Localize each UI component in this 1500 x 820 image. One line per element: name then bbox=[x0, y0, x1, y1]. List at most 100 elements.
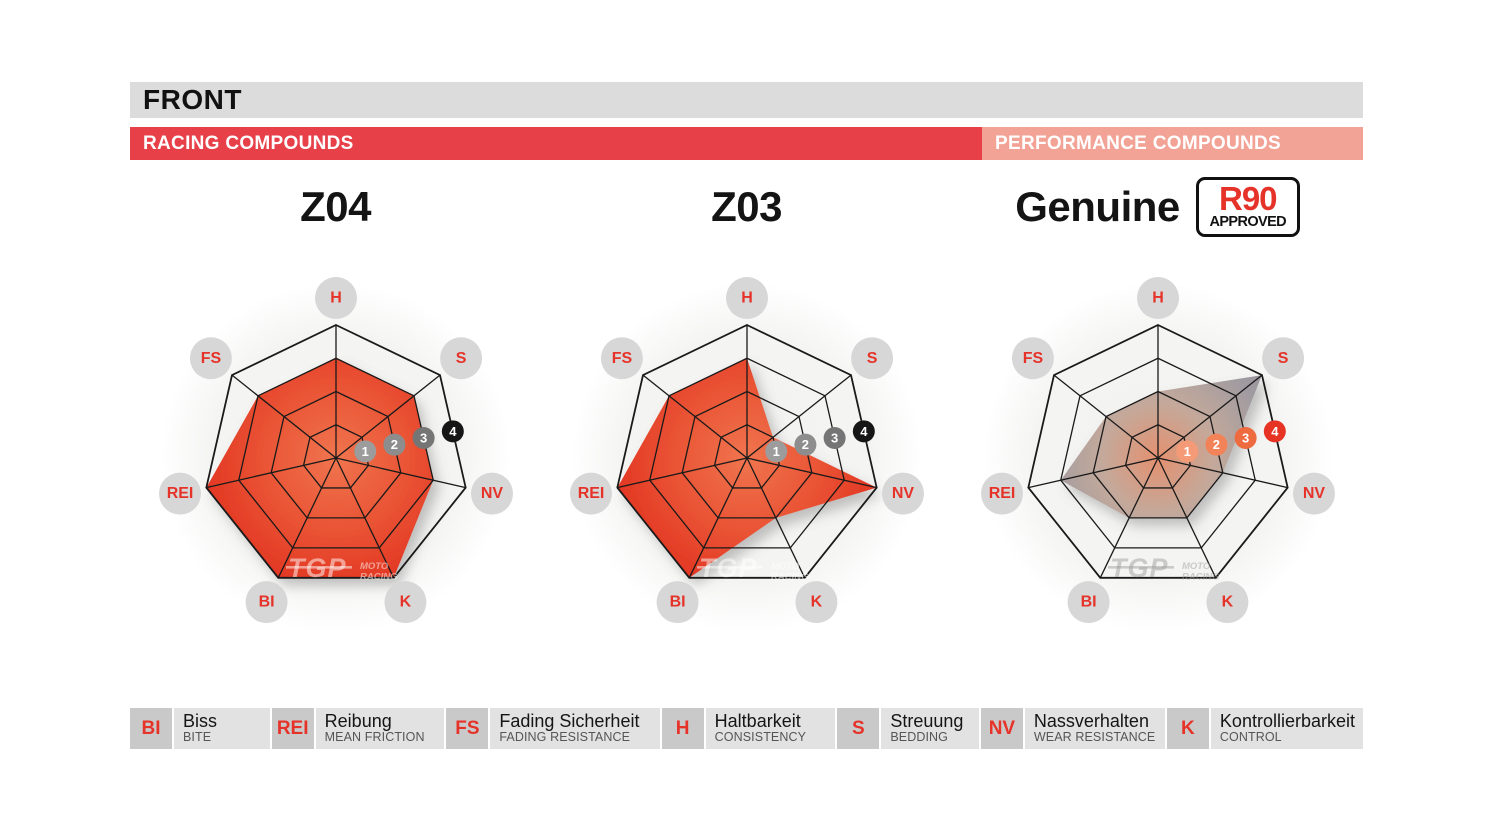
radar-chart-z03: TGP MOTO RACING 1 2 3 4 H S NV K BI REI FS bbox=[541, 272, 952, 632]
scale-badge-3: 3 bbox=[412, 427, 435, 449]
legend-abbr-fs: FS bbox=[446, 708, 489, 749]
axis-label-h: H bbox=[1136, 277, 1179, 319]
radar-spoke-nv bbox=[746, 457, 877, 489]
scale-badge-4: 4 bbox=[852, 420, 875, 443]
scale-badge-2: 2 bbox=[382, 433, 405, 456]
radar-ring-4 bbox=[204, 324, 467, 579]
legend-item-nv: NV Nassverhalten WEAR RESISTANCE bbox=[980, 708, 1165, 749]
svg-text:NV: NV bbox=[480, 485, 503, 502]
svg-text:MOTO: MOTO bbox=[360, 561, 389, 572]
axis-label-s: S bbox=[439, 337, 482, 380]
radar-ring-3 bbox=[237, 357, 434, 549]
svg-text:FS: FS bbox=[1022, 350, 1043, 367]
legend-subterm-h: CONSISTENCY bbox=[714, 730, 807, 745]
svg-text:4: 4 bbox=[1271, 424, 1279, 439]
svg-text:2: 2 bbox=[801, 437, 808, 452]
axis-label-bi: BI bbox=[1067, 581, 1110, 624]
axis-label-nv: NV bbox=[470, 472, 513, 515]
catalog-section: FRONT RACING COMPOUNDS PERFORMANCE COMPO… bbox=[130, 82, 1363, 749]
radar-spoke-fs bbox=[1053, 374, 1158, 459]
axis-label-nv: NV bbox=[881, 472, 924, 515]
svg-text:4: 4 bbox=[860, 424, 868, 439]
axis-label-h: H bbox=[314, 277, 357, 319]
axis-label-bi: BI bbox=[245, 581, 288, 624]
criteria-legend: BI Biss BITE REI Reibung MEAN FRICTION F… bbox=[130, 708, 1363, 749]
radar-ring-2 bbox=[269, 390, 402, 519]
legend-term-s: Streuung bbox=[890, 711, 964, 731]
svg-text:3: 3 bbox=[831, 431, 838, 446]
legend-subterm-k: CONTROL bbox=[1219, 730, 1282, 745]
legend-abbr-nv: NV bbox=[980, 708, 1023, 749]
chart-column-genuine: Genuine R90 APPROVED TGP MOTO RACING 1 2 3 4 H S… bbox=[952, 172, 1363, 632]
radar-spoke-nv bbox=[335, 457, 466, 489]
scale-badge-1: 1 bbox=[353, 440, 376, 463]
svg-text:S: S bbox=[866, 350, 877, 367]
radar-spoke-k bbox=[1156, 457, 1216, 579]
svg-text:REI: REI bbox=[166, 485, 193, 502]
svg-text:1: 1 bbox=[772, 444, 779, 459]
legend-term-fs: Fading Sicherheit bbox=[499, 711, 640, 731]
axis-label-k: K bbox=[1205, 581, 1248, 624]
chart-title-z04: Z04 bbox=[300, 183, 371, 230]
radar-spoke-s bbox=[1157, 374, 1262, 459]
axis-label-rei: REI bbox=[980, 472, 1023, 515]
svg-text:BI: BI bbox=[1080, 594, 1096, 611]
radar-spoke-fs bbox=[642, 374, 747, 459]
svg-text:RACING: RACING bbox=[771, 572, 809, 583]
chart-column-z03: Z03 TGP MOTO RACING 1 2 3 4 H S NV K BI REI FS bbox=[541, 172, 952, 632]
svg-text:K: K bbox=[1221, 594, 1233, 611]
radar-spoke-rei bbox=[205, 457, 336, 489]
svg-text:RACING: RACING bbox=[1182, 572, 1220, 583]
legend-subterm-rei: MEAN FRICTION bbox=[324, 730, 425, 745]
scale-badge-2: 2 bbox=[1204, 433, 1227, 456]
scale-badge-4: 4 bbox=[1263, 420, 1286, 443]
svg-text:S: S bbox=[1277, 350, 1288, 367]
svg-text:RACING: RACING bbox=[360, 572, 398, 583]
axis-label-nv: NV bbox=[1292, 472, 1335, 515]
svg-text:BI: BI bbox=[258, 594, 274, 611]
scale-badge-3: 3 bbox=[1234, 427, 1257, 449]
axis-label-k: K bbox=[794, 581, 837, 624]
svg-text:S: S bbox=[455, 350, 466, 367]
axis-label-h: H bbox=[725, 277, 768, 319]
radar-value-polygon-z03 bbox=[616, 358, 877, 578]
r90-label: R90 bbox=[1218, 180, 1278, 218]
svg-text:H: H bbox=[330, 290, 342, 307]
svg-text:K: K bbox=[399, 594, 411, 611]
chart-column-z04: Z04 TGP MOTO RACING 1 2 3 4 H S NV K BI REI FS bbox=[130, 172, 541, 632]
axis-label-fs: FS bbox=[600, 337, 643, 380]
svg-text:1: 1 bbox=[361, 444, 368, 459]
legend-subterm-bi: BITE bbox=[183, 730, 212, 745]
radar-spoke-bi bbox=[277, 457, 337, 579]
radar-spoke-s bbox=[335, 374, 440, 459]
radar-spoke-rei bbox=[1027, 457, 1158, 489]
axis-label-bi: BI bbox=[656, 581, 699, 624]
radar-spoke-bi bbox=[688, 457, 748, 579]
svg-text:MOTO: MOTO bbox=[1182, 561, 1211, 572]
radar-ring-2 bbox=[1091, 390, 1224, 519]
radar-spoke-s bbox=[746, 374, 851, 459]
compound-group-bars: RACING COMPOUNDS PERFORMANCE COMPOUNDS bbox=[130, 127, 1363, 160]
svg-text:REI: REI bbox=[988, 485, 1015, 502]
legend-abbr-h: H bbox=[661, 708, 704, 749]
svg-text:K: K bbox=[810, 594, 822, 611]
scale-badge-1: 1 bbox=[1175, 440, 1198, 463]
legend-item-fs: FS Fading Sicherheit FADING RESISTANCE bbox=[446, 708, 660, 749]
scale-badge-4: 4 bbox=[441, 420, 464, 443]
axis-label-fs: FS bbox=[1011, 337, 1054, 380]
legend-term-h: Haltbarkeit bbox=[714, 711, 801, 731]
scale-badge-3: 3 bbox=[823, 427, 846, 449]
svg-text:FS: FS bbox=[611, 350, 632, 367]
radar-ring-4 bbox=[1026, 324, 1289, 579]
approved-label: APPROVED bbox=[1209, 213, 1287, 230]
performance-compounds-label: PERFORMANCE COMPOUNDS bbox=[995, 132, 1282, 154]
legend-item-rei: REI Reibung MEAN FRICTION bbox=[271, 708, 445, 749]
svg-text:H: H bbox=[741, 290, 753, 307]
performance-compounds-bar: PERFORMANCE COMPOUNDS bbox=[982, 127, 1363, 160]
legend-abbr-k: K bbox=[1166, 708, 1209, 749]
legend-subterm-fs: FADING RESISTANCE bbox=[499, 730, 631, 745]
